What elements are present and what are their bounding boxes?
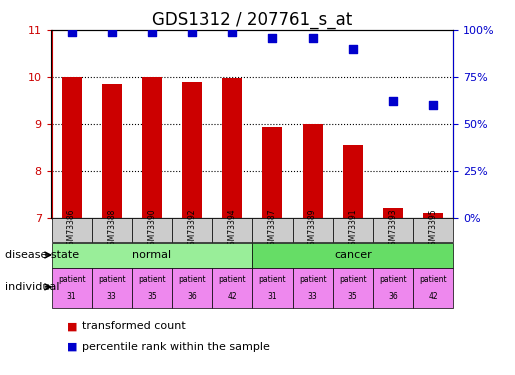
Point (308, 34, 317, 40)
Text: normal: normal (132, 251, 171, 260)
Text: 35: 35 (147, 292, 157, 301)
Bar (302, 124, 322, 218)
FancyBboxPatch shape (212, 217, 252, 242)
Text: GSM73388: GSM73388 (107, 209, 116, 251)
Text: GSM73392: GSM73392 (187, 209, 197, 251)
FancyBboxPatch shape (52, 243, 252, 268)
Text: disease state: disease state (5, 250, 79, 260)
Point (108, 29, 116, 35)
FancyBboxPatch shape (413, 268, 453, 308)
Bar (423, 213, 443, 217)
Bar (142, 77, 162, 218)
FancyBboxPatch shape (132, 268, 172, 308)
Text: patient: patient (299, 274, 327, 284)
FancyBboxPatch shape (252, 243, 453, 268)
Text: cancer: cancer (334, 251, 372, 260)
Text: GSM73395: GSM73395 (428, 209, 438, 251)
Bar (342, 145, 363, 218)
Text: transformed count: transformed count (82, 321, 186, 331)
Text: 33: 33 (308, 292, 317, 301)
Text: patient: patient (58, 274, 85, 284)
Bar (383, 208, 403, 218)
FancyBboxPatch shape (333, 217, 373, 242)
FancyBboxPatch shape (172, 268, 212, 308)
Bar (62, 77, 81, 218)
FancyBboxPatch shape (52, 268, 92, 308)
FancyBboxPatch shape (132, 217, 172, 242)
Text: percentile rank within the sample: percentile rank within the sample (82, 342, 270, 352)
Text: GSM73393: GSM73393 (388, 209, 398, 251)
FancyBboxPatch shape (333, 268, 373, 308)
Bar (182, 82, 202, 218)
FancyBboxPatch shape (293, 217, 333, 242)
Point (389, 98, 397, 104)
Text: 42: 42 (428, 292, 438, 301)
Text: 33: 33 (107, 292, 116, 301)
FancyBboxPatch shape (172, 217, 212, 242)
Point (148, 29, 156, 35)
FancyBboxPatch shape (293, 268, 333, 308)
Bar (222, 78, 242, 218)
FancyBboxPatch shape (252, 217, 293, 242)
Text: 36: 36 (388, 292, 398, 301)
Text: GSM73386: GSM73386 (67, 209, 76, 251)
Point (349, 46, 357, 52)
Point (228, 29, 236, 35)
Text: GSM73387: GSM73387 (268, 209, 277, 251)
Text: patient: patient (138, 274, 166, 284)
Text: 35: 35 (348, 292, 357, 301)
Text: 36: 36 (187, 292, 197, 301)
Text: 31: 31 (67, 292, 76, 301)
Point (268, 34, 277, 40)
Point (188, 29, 196, 35)
FancyBboxPatch shape (212, 268, 252, 308)
Text: GSM73390: GSM73390 (147, 209, 157, 251)
Text: 31: 31 (268, 292, 277, 301)
FancyBboxPatch shape (373, 217, 413, 242)
Text: GSM73389: GSM73389 (308, 209, 317, 251)
Text: patient: patient (379, 274, 407, 284)
Bar (101, 84, 122, 218)
Point (429, 102, 437, 108)
Title: GDS1312 / 207761_s_at: GDS1312 / 207761_s_at (152, 11, 352, 29)
Text: patient: patient (218, 274, 246, 284)
Text: patient: patient (339, 274, 367, 284)
FancyBboxPatch shape (92, 268, 132, 308)
FancyBboxPatch shape (413, 217, 453, 242)
FancyBboxPatch shape (373, 268, 413, 308)
Text: individual: individual (5, 282, 60, 292)
Text: 42: 42 (228, 292, 237, 301)
Text: ■: ■ (67, 321, 77, 331)
FancyBboxPatch shape (92, 217, 132, 242)
FancyBboxPatch shape (52, 217, 92, 242)
Bar (262, 127, 282, 218)
FancyBboxPatch shape (252, 268, 293, 308)
Text: GSM73391: GSM73391 (348, 209, 357, 251)
Text: ■: ■ (67, 342, 77, 352)
Text: patient: patient (259, 274, 286, 284)
Text: patient: patient (98, 274, 126, 284)
Point (67, 29, 76, 35)
Text: patient: patient (178, 274, 206, 284)
Text: GSM73394: GSM73394 (228, 209, 237, 251)
Text: patient: patient (419, 274, 447, 284)
